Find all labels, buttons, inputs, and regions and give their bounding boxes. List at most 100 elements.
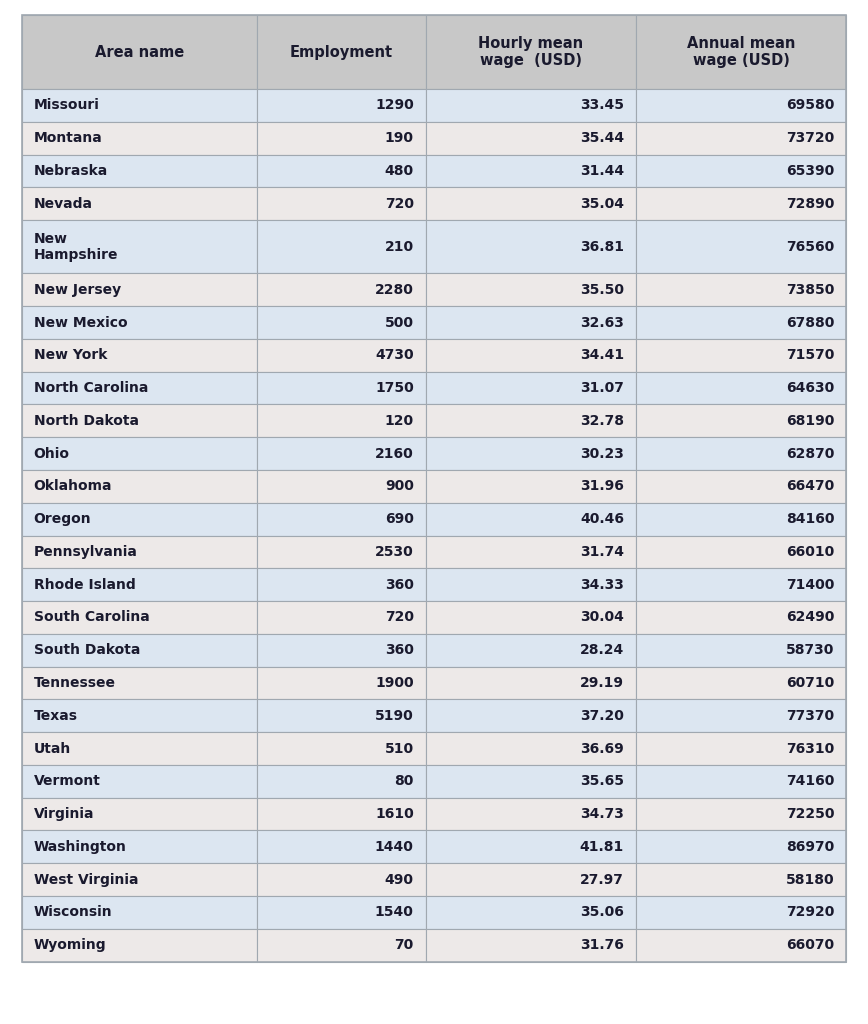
Bar [636,699,846,732]
Bar [636,601,846,634]
Bar [257,122,425,155]
Text: 2160: 2160 [375,446,414,461]
Bar [257,699,425,732]
Bar [22,568,257,601]
Text: 68190: 68190 [786,414,834,428]
Bar [22,470,257,503]
Bar [22,187,257,220]
Bar [636,89,846,122]
Bar [636,929,846,962]
Text: 72920: 72920 [786,905,834,920]
Bar [257,437,425,470]
Bar [257,798,425,830]
Text: 41.81: 41.81 [580,840,624,854]
Text: 74160: 74160 [786,774,834,788]
Text: 80: 80 [394,774,414,788]
Bar [425,187,636,220]
Bar [425,536,636,568]
Text: 720: 720 [385,197,414,211]
Text: 73720: 73720 [786,131,834,145]
Bar [425,634,636,667]
Bar [22,339,257,372]
Text: 34.33: 34.33 [580,578,624,592]
Bar [22,830,257,863]
Bar [636,437,846,470]
Text: 36.81: 36.81 [580,240,624,254]
Bar [425,863,636,896]
Text: 360: 360 [385,643,414,657]
Text: New
Hampshire: New Hampshire [34,231,118,262]
Bar [257,732,425,765]
Text: South Carolina: South Carolina [34,610,149,625]
Text: 27.97: 27.97 [580,872,624,887]
Bar [257,863,425,896]
Text: 32.78: 32.78 [580,414,624,428]
Text: Ohio: Ohio [34,446,69,461]
Bar [636,220,846,273]
Bar [22,503,257,536]
Bar [22,929,257,962]
Text: Employment: Employment [290,45,393,59]
Bar [22,437,257,470]
Text: 58180: 58180 [786,872,834,887]
Text: 35.04: 35.04 [580,197,624,211]
Text: 480: 480 [385,164,414,178]
Bar [22,601,257,634]
Bar [425,404,636,437]
Bar [425,929,636,962]
Bar [425,155,636,187]
Bar [257,634,425,667]
Bar [425,699,636,732]
Text: 1610: 1610 [375,807,414,821]
Text: 490: 490 [385,872,414,887]
Text: 40.46: 40.46 [580,512,624,526]
Bar [257,155,425,187]
Bar [22,699,257,732]
Text: 34.41: 34.41 [580,348,624,362]
Text: Annual mean
wage (USD): Annual mean wage (USD) [687,36,795,69]
Text: 33.45: 33.45 [580,98,624,113]
Text: 34.73: 34.73 [580,807,624,821]
Bar [22,122,257,155]
Bar [257,667,425,699]
Text: 690: 690 [385,512,414,526]
Bar [636,122,846,155]
Bar [636,667,846,699]
Bar [257,536,425,568]
Text: 31.76: 31.76 [580,938,624,952]
Text: 64630: 64630 [786,381,834,395]
Bar [636,863,846,896]
Bar [257,273,425,306]
Text: 76310: 76310 [786,741,834,756]
Text: Montana: Montana [34,131,102,145]
Text: 35.44: 35.44 [580,131,624,145]
Bar [257,306,425,339]
Bar [636,765,846,798]
Text: 58730: 58730 [786,643,834,657]
Bar [257,765,425,798]
Bar [425,306,636,339]
Bar [636,339,846,372]
Text: 1540: 1540 [375,905,414,920]
Bar [636,798,846,830]
Text: 720: 720 [385,610,414,625]
Bar [636,273,846,306]
Bar [425,89,636,122]
Bar [425,732,636,765]
Bar [636,830,846,863]
Bar [257,15,425,89]
Bar [22,798,257,830]
Bar [257,89,425,122]
Text: 72250: 72250 [786,807,834,821]
Bar [425,830,636,863]
Text: 2530: 2530 [375,545,414,559]
Text: 30.23: 30.23 [580,446,624,461]
Bar [425,220,636,273]
Text: New York: New York [34,348,107,362]
Bar [22,155,257,187]
Bar [425,798,636,830]
Text: 1290: 1290 [375,98,414,113]
Text: Nebraska: Nebraska [34,164,108,178]
Text: 73850: 73850 [786,283,834,297]
Text: Wisconsin: Wisconsin [34,905,112,920]
